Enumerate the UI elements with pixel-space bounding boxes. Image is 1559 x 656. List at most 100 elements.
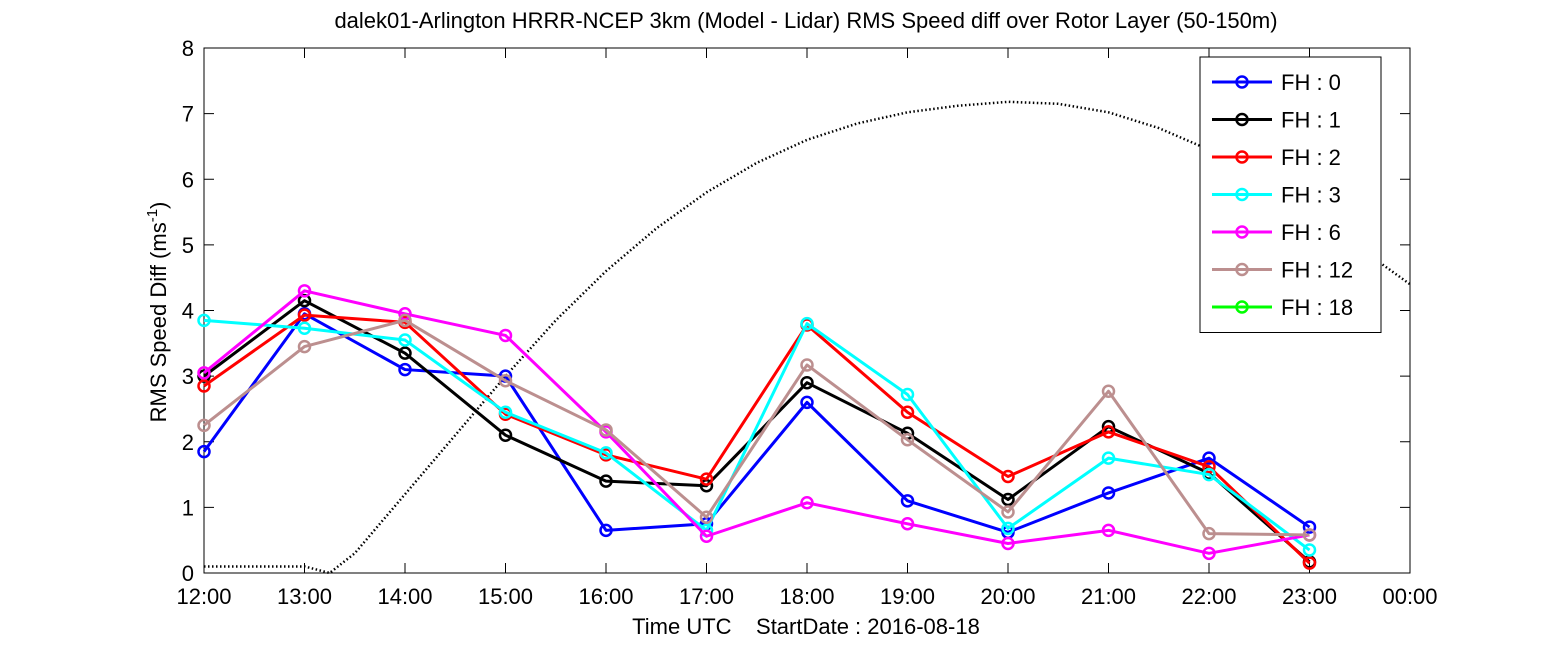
x-axis-ticks: 12:00 13:00 14:00 15:00 16:00 17:00 18:00 19:00…	[176, 48, 1438, 609]
data-point	[1101, 384, 1116, 398]
data-point	[800, 395, 814, 410]
data-point	[297, 321, 312, 335]
data-point	[800, 375, 814, 390]
data-point	[599, 423, 613, 437]
x-tick-label: 18:00	[779, 584, 834, 609]
data-point	[398, 333, 412, 347]
y-axis-label-close: )	[146, 202, 171, 209]
x-tick-label: 23:00	[1282, 584, 1337, 609]
y-tick-label: 5	[182, 233, 194, 258]
data-point	[1202, 467, 1216, 482]
y-tick-label: 3	[182, 364, 194, 389]
data-point	[1101, 523, 1116, 538]
data-point	[197, 444, 211, 459]
x-tick-label: 16:00	[578, 584, 633, 609]
series-layer	[197, 284, 1317, 570]
y-tick-label: 4	[182, 299, 194, 324]
series-line	[202, 312, 1311, 534]
series-3	[197, 313, 1317, 557]
y-axis-label-main: RMS Speed Diff (ms	[146, 222, 171, 422]
data-point	[900, 494, 915, 508]
data-point	[197, 418, 211, 433]
legend-entry: FH : 6	[1212, 220, 1341, 245]
series-line	[203, 318, 1310, 537]
data-point	[1202, 546, 1216, 561]
legend-entry: FH : 3	[1212, 183, 1341, 208]
legend-swatch-marker	[1235, 262, 1249, 277]
data-point	[1302, 543, 1317, 557]
x-tick-label: 13:00	[277, 584, 332, 609]
chart-title: dalek01-Arlington HRRR-NCEP 3km (Model -…	[334, 8, 1277, 33]
series-0	[197, 307, 1317, 540]
data-point	[398, 346, 412, 360]
legend-entry: FH : 0	[1212, 70, 1341, 95]
series-line	[203, 299, 1311, 563]
data-point	[197, 366, 211, 380]
data-point	[498, 428, 513, 442]
y-tick-label: 0	[182, 561, 194, 586]
data-point	[498, 373, 513, 388]
legend-entry: FH : 2	[1212, 145, 1341, 170]
data-point	[800, 496, 814, 510]
x-tick-label: 14:00	[377, 584, 432, 609]
data-point	[1101, 486, 1116, 500]
x-tick-label: 17:00	[679, 584, 734, 609]
legend-label: FH : 2	[1281, 145, 1341, 170]
legend-entry: FH : 18	[1212, 295, 1353, 320]
data-point	[900, 405, 915, 419]
data-point	[1202, 451, 1216, 465]
data-point	[1202, 459, 1216, 474]
data-point	[197, 379, 211, 393]
legend-label: FH : 6	[1281, 220, 1341, 245]
legend-entry: FH : 12	[1212, 258, 1353, 283]
legend-label: FH : 12	[1281, 258, 1353, 283]
legend-swatch-marker	[1235, 112, 1249, 127]
legend-swatch-marker	[1235, 225, 1249, 239]
x-tick-label: 00:00	[1382, 584, 1437, 609]
data-point	[1001, 521, 1015, 536]
data-point	[1001, 469, 1015, 484]
data-point	[1101, 451, 1116, 465]
data-point	[1302, 556, 1317, 570]
data-point	[1001, 492, 1015, 507]
series-5	[197, 313, 1317, 542]
data-point	[1302, 528, 1317, 542]
data-point	[297, 339, 312, 354]
x-axis-label: Time UTC StartDate : 2016-08-18	[632, 614, 980, 639]
y-tick-label: 7	[182, 102, 194, 127]
x-tick-label: 19:00	[880, 584, 935, 609]
legend-label: FH : 18	[1281, 295, 1353, 320]
data-point	[297, 308, 312, 322]
data-point	[197, 313, 211, 328]
x-tick-label: 15:00	[478, 584, 533, 609]
y-axis-label-sup: -1	[144, 209, 161, 222]
data-point	[699, 472, 714, 486]
data-point	[1202, 526, 1216, 541]
data-point	[498, 405, 513, 419]
data-point	[1101, 425, 1116, 439]
x-tick-label: 12:00	[176, 584, 231, 609]
y-tick-label: 8	[182, 36, 194, 61]
legend-swatch-marker	[1235, 187, 1249, 202]
y-tick-label: 6	[182, 167, 194, 192]
data-point	[297, 284, 312, 298]
x-tick-label: 21:00	[1081, 584, 1136, 609]
series-4	[197, 284, 1317, 561]
legend-swatch-marker	[1235, 300, 1249, 314]
data-point	[1302, 520, 1317, 534]
data-point	[398, 313, 412, 328]
series-line	[203, 289, 1310, 555]
data-point	[1001, 505, 1015, 519]
data-point	[800, 358, 814, 372]
data-point	[498, 328, 513, 343]
data-point	[599, 474, 613, 488]
legend: FH : 0 FH : 1 FH : 2 FH : 3 FH : 6 FH : 12 FH …	[1199, 56, 1382, 333]
data-point	[599, 523, 613, 538]
legend-swatch-marker	[1235, 150, 1249, 164]
legend-label: FH : 1	[1281, 108, 1341, 133]
y-tick-label: 2	[182, 430, 194, 455]
legend-swatch-marker	[1235, 75, 1249, 89]
series-line	[203, 318, 1311, 552]
legend-label: FH : 0	[1281, 70, 1341, 95]
